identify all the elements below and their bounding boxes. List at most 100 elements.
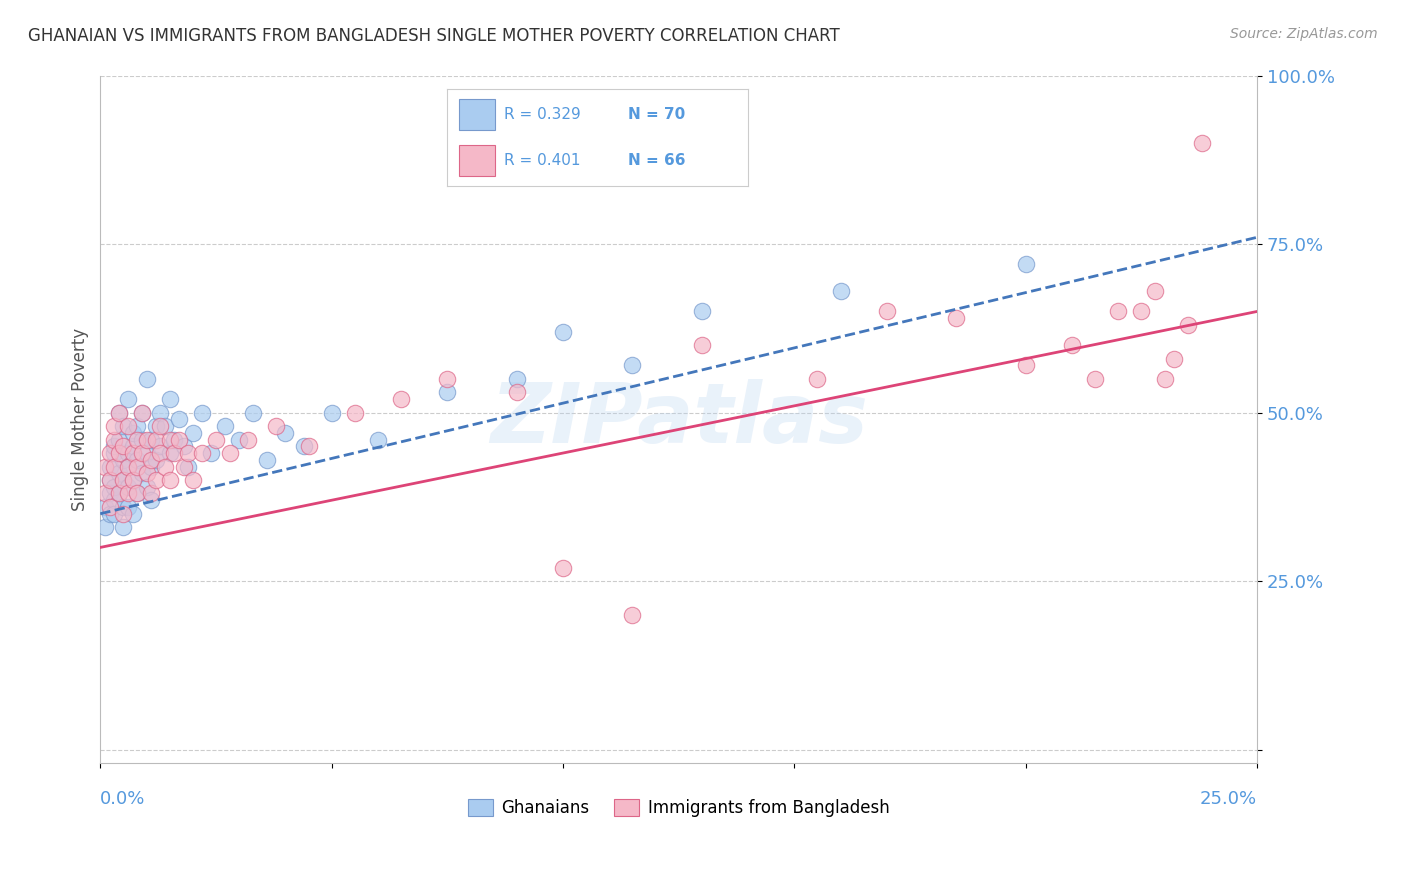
Point <box>242 406 264 420</box>
Point <box>806 372 828 386</box>
Point <box>367 433 389 447</box>
Point <box>145 433 167 447</box>
Point <box>135 467 157 481</box>
Point <box>214 419 236 434</box>
Point <box>103 480 125 494</box>
Point <box>108 467 131 481</box>
Point <box>1153 372 1175 386</box>
Point <box>145 419 167 434</box>
Point <box>145 452 167 467</box>
Point <box>181 473 204 487</box>
Point <box>108 486 131 500</box>
Point <box>830 285 852 299</box>
Point <box>167 433 190 447</box>
Point <box>127 433 149 447</box>
Text: ZIPatlas: ZIPatlas <box>489 379 868 459</box>
Point <box>191 406 214 420</box>
Point <box>1084 372 1107 386</box>
Point <box>98 500 121 514</box>
Point <box>135 372 157 386</box>
Point <box>141 433 163 447</box>
Point <box>149 439 172 453</box>
Legend: Ghanaians, Immigrants from Bangladesh: Ghanaians, Immigrants from Bangladesh <box>461 792 896 823</box>
Point <box>506 372 529 386</box>
Point <box>108 406 131 420</box>
Point <box>264 419 287 434</box>
Point <box>256 452 278 467</box>
Point <box>389 392 412 406</box>
Point <box>1107 304 1129 318</box>
Point <box>200 446 222 460</box>
Point <box>159 433 181 447</box>
Point <box>108 446 131 460</box>
Point <box>141 486 163 500</box>
Point <box>94 486 117 500</box>
Point <box>117 486 139 500</box>
Point <box>127 486 149 500</box>
Point <box>112 439 135 453</box>
Point <box>690 304 713 318</box>
Point <box>121 473 143 487</box>
Point <box>191 446 214 460</box>
Point <box>112 520 135 534</box>
Point <box>127 419 149 434</box>
Point <box>621 607 644 622</box>
Point <box>1015 359 1038 373</box>
Point <box>112 419 135 434</box>
Text: 0.0%: 0.0% <box>100 790 146 808</box>
Point <box>108 486 131 500</box>
Point <box>181 425 204 440</box>
Point <box>108 406 131 420</box>
Point <box>131 406 153 420</box>
Point <box>141 459 163 474</box>
Point <box>1015 257 1038 271</box>
Point <box>945 311 967 326</box>
Point <box>112 473 135 487</box>
Point <box>103 439 125 453</box>
Point <box>127 452 149 467</box>
Point <box>98 473 121 487</box>
Point <box>135 480 157 494</box>
Point <box>163 433 186 447</box>
Y-axis label: Single Mother Poverty: Single Mother Poverty <box>72 327 89 511</box>
Point <box>177 446 200 460</box>
Point <box>159 446 181 460</box>
Point <box>551 560 574 574</box>
Point <box>131 446 153 460</box>
Point <box>149 419 172 434</box>
Point <box>551 325 574 339</box>
Point <box>173 459 195 474</box>
Point <box>98 486 121 500</box>
Point <box>149 446 172 460</box>
Point <box>98 446 121 460</box>
Point <box>1177 318 1199 332</box>
Point <box>127 459 149 474</box>
Point <box>621 359 644 373</box>
Point <box>112 473 135 487</box>
Point <box>117 419 139 434</box>
Point <box>153 459 176 474</box>
Point <box>205 433 228 447</box>
Point <box>108 433 131 447</box>
Point <box>219 446 242 460</box>
Point <box>141 452 163 467</box>
Point <box>228 433 250 447</box>
Point <box>149 406 172 420</box>
Point <box>112 452 135 467</box>
Point <box>94 520 117 534</box>
Point <box>98 473 121 487</box>
Point <box>177 459 200 474</box>
Point <box>127 486 149 500</box>
Point <box>121 425 143 440</box>
Point <box>876 304 898 318</box>
Text: GHANAIAN VS IMMIGRANTS FROM BANGLADESH SINGLE MOTHER POVERTY CORRELATION CHART: GHANAIAN VS IMMIGRANTS FROM BANGLADESH S… <box>28 27 839 45</box>
Point <box>1060 338 1083 352</box>
Point <box>436 385 458 400</box>
Point <box>117 459 139 474</box>
Point <box>121 439 143 453</box>
Point <box>159 392 181 406</box>
Point <box>1144 285 1167 299</box>
Point <box>292 439 315 453</box>
Point <box>436 372 458 386</box>
Point <box>135 433 157 447</box>
